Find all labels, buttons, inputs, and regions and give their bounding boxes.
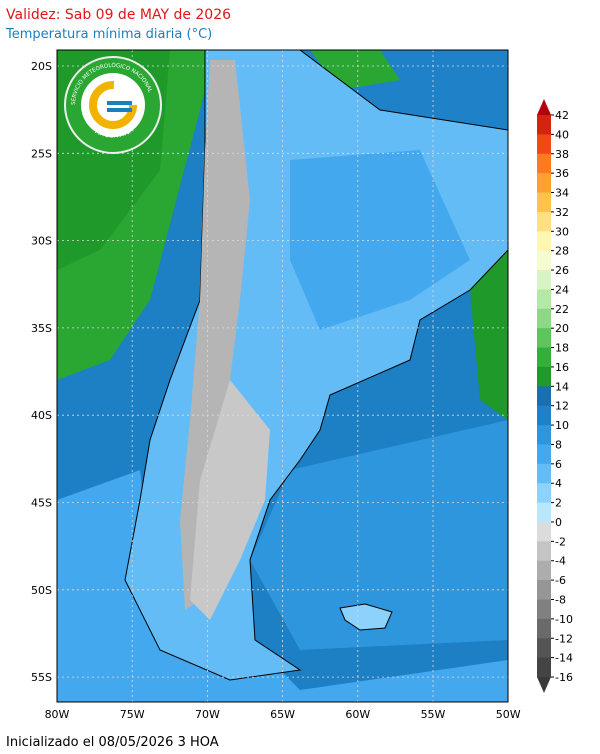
colorbar-label: 0 [555, 516, 562, 529]
atlantic-warm [470, 250, 508, 420]
lon-label: 55W [421, 708, 446, 721]
colorbar-label: 26 [555, 264, 569, 277]
colorbar-segment [537, 289, 551, 310]
lon-label: 75W [120, 708, 145, 721]
footer: Inicializado el 08/05/2026 3 HOA [6, 735, 219, 750]
colorbar-label: -10 [555, 613, 573, 626]
colorbar-label: 32 [555, 206, 569, 219]
colorbar-segment [537, 580, 551, 600]
title: Validez: Sab 09 de MAY de 2026 [6, 7, 231, 23]
colorbar-segment [537, 231, 551, 252]
lat-label: 50S [31, 584, 52, 597]
colorbar-label: 4 [555, 477, 562, 490]
colorbar-label: 38 [555, 148, 569, 161]
colorbar-label: 10 [555, 419, 569, 432]
colorbar-over [537, 99, 551, 115]
colorbar-segment [537, 366, 551, 387]
colorbar-segment [537, 192, 551, 213]
lon-label: 50W [496, 708, 521, 721]
colorbar-segment [537, 115, 551, 135]
colorbar-label: 22 [555, 303, 569, 316]
colorbar-segment [537, 347, 551, 368]
lat-label: 25S [31, 147, 52, 160]
map-frame [56, 49, 509, 703]
colorbar-segment [537, 638, 551, 659]
land-warm [290, 150, 470, 330]
colorbar-label: 36 [555, 167, 569, 180]
colorbar-segment [537, 308, 551, 329]
colorbar-label: -16 [555, 671, 573, 684]
lat-label: 45S [31, 497, 52, 510]
colorbar-label: 34 [555, 187, 569, 200]
graticule [57, 50, 508, 702]
colorbar-segment [537, 425, 551, 445]
colorbar-segment [537, 250, 551, 271]
malvinas [339, 603, 393, 631]
patagonia [190, 380, 270, 620]
colorbar-label: 28 [555, 245, 569, 258]
colorbar-under [537, 677, 551, 694]
colorbar-label: -8 [555, 594, 566, 607]
colorbar-segment [537, 386, 551, 407]
andes [180, 60, 250, 610]
subtitle: Temperatura mínima diaria (°C) [5, 27, 212, 42]
colorbar-label: -6 [555, 574, 566, 587]
colorbar-segment [537, 502, 551, 523]
logo-waves [107, 101, 132, 112]
colorbar-segment [537, 270, 551, 290]
colorbar-segment [537, 657, 551, 678]
colorbar-label: 2 [555, 497, 562, 510]
colorbar-label: -14 [555, 652, 573, 665]
colorbar-segment [537, 444, 551, 465]
lon-label: 70W [195, 708, 220, 721]
colorbar-label: 20 [555, 322, 569, 335]
colorbar-label: 16 [555, 361, 569, 374]
lon-label: 65W [270, 708, 295, 721]
colorbar-segment [537, 521, 551, 542]
colorbar-segment [537, 328, 551, 349]
lat-label: 35S [31, 322, 52, 335]
colorbar-segment [537, 541, 551, 562]
colorbar-label: -4 [555, 555, 566, 568]
atlantic [250, 420, 508, 650]
colorbar-label: -12 [555, 632, 573, 645]
colorbar-segment [537, 134, 551, 155]
logo-sun [89, 81, 137, 129]
lon-label: 80W [45, 708, 70, 721]
colorbar-segment [537, 599, 551, 620]
lat-label: 55S [31, 671, 52, 684]
colorbar-label: 42 [555, 109, 569, 122]
map: SERVICIO METEOROLÓGICO NACIONAL ARGENTIN… [57, 50, 508, 702]
colorbar-label: 8 [555, 438, 562, 451]
lat-label: 40S [31, 409, 52, 422]
colorbar-segment [537, 463, 551, 484]
colorbar-segment [537, 618, 551, 639]
colorbar-segment [537, 153, 551, 174]
colorbar-label: 24 [555, 283, 569, 296]
colorbar-segment [537, 211, 551, 232]
lat-label: 30S [31, 235, 52, 248]
colorbar-label: 40 [555, 128, 569, 141]
colorbar-segment [537, 405, 551, 426]
colorbar-segment [537, 483, 551, 504]
colorbar-label: -2 [555, 535, 566, 548]
lat-label: 20S [31, 60, 52, 73]
colorbar-label: 14 [555, 380, 569, 393]
colorbar-label: 6 [555, 458, 562, 471]
colorbar-label: 18 [555, 342, 569, 355]
colorbar-segment [537, 560, 551, 581]
colorbar-segment [537, 173, 551, 194]
colorbar-label: 30 [555, 225, 569, 238]
lon-label: 60W [345, 708, 370, 721]
colorbar-label: 12 [555, 400, 569, 413]
